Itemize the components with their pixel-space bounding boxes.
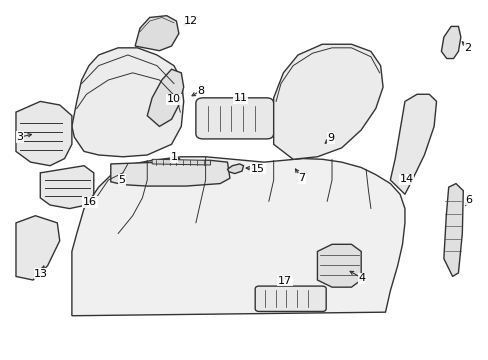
Text: 6: 6 <box>465 195 472 204</box>
Text: 9: 9 <box>327 133 334 143</box>
Text: 17: 17 <box>277 276 291 286</box>
Polygon shape <box>443 184 462 276</box>
Polygon shape <box>111 160 229 186</box>
Polygon shape <box>40 166 94 208</box>
Polygon shape <box>72 48 183 157</box>
Text: 3: 3 <box>16 132 23 142</box>
Polygon shape <box>317 244 361 287</box>
Text: 8: 8 <box>197 86 204 96</box>
Polygon shape <box>152 159 210 165</box>
Text: 14: 14 <box>399 174 413 184</box>
Polygon shape <box>227 164 243 174</box>
Text: 1: 1 <box>170 153 177 162</box>
Text: 2: 2 <box>464 43 471 53</box>
Polygon shape <box>135 16 179 51</box>
Text: 13: 13 <box>34 269 48 279</box>
Text: 4: 4 <box>358 273 365 283</box>
Text: 12: 12 <box>183 16 198 26</box>
Text: 7: 7 <box>298 173 305 183</box>
Text: 16: 16 <box>82 197 97 207</box>
Polygon shape <box>72 157 404 316</box>
Polygon shape <box>16 102 72 166</box>
Text: 10: 10 <box>167 94 181 104</box>
Polygon shape <box>147 69 183 126</box>
Polygon shape <box>16 216 60 280</box>
Polygon shape <box>273 44 382 159</box>
FancyBboxPatch shape <box>255 286 325 311</box>
Text: 11: 11 <box>233 93 247 103</box>
Text: 15: 15 <box>251 163 264 174</box>
FancyBboxPatch shape <box>196 98 273 139</box>
Polygon shape <box>441 26 460 59</box>
Polygon shape <box>389 94 436 194</box>
Text: 5: 5 <box>118 175 125 185</box>
